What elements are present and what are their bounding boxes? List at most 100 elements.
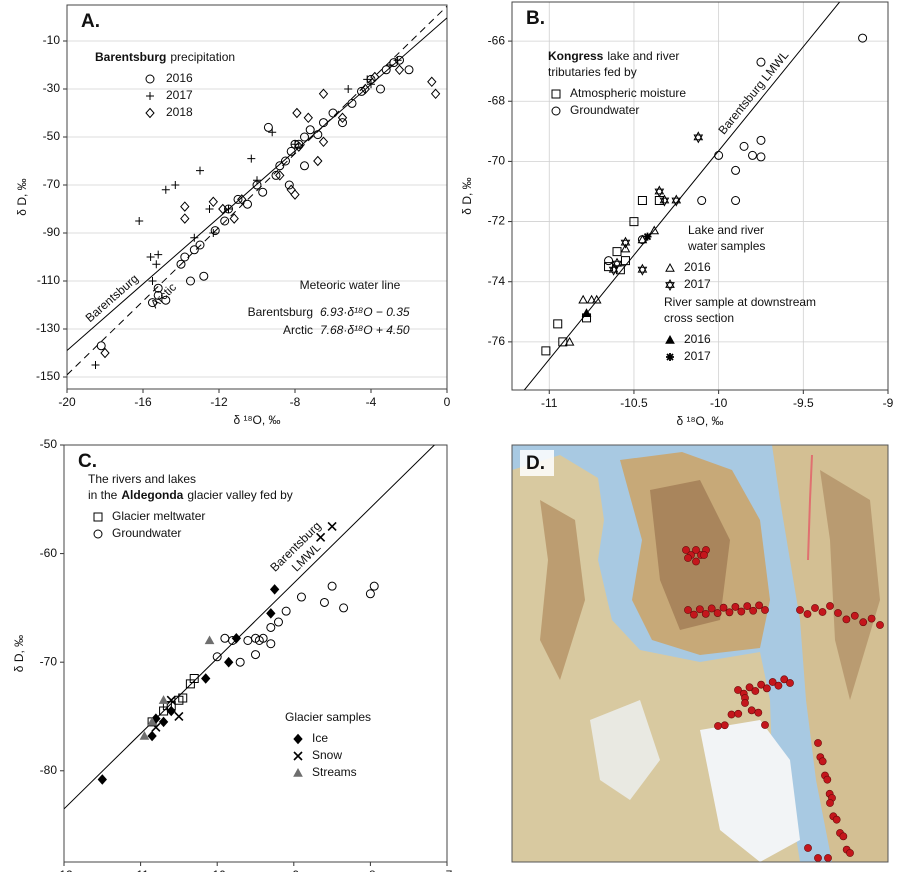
data-point [554,320,562,328]
sample-site [702,610,709,617]
line-label: Barentsburg [83,271,141,325]
x-tick-label: -8 [365,868,376,872]
x-tick-label: -11 [541,396,558,410]
y-tick-label: -80 [40,763,58,777]
data-point [340,604,348,612]
y-axis-label: δ D, ‰ [460,177,474,214]
data-point [732,197,740,205]
x-tick-label: -10 [209,868,227,872]
y-tick-label: -70 [43,177,61,191]
data-point [271,585,279,594]
sample-site [708,605,715,612]
sample-site [752,687,759,694]
y-tick-label: -70 [40,654,58,668]
data-point [202,674,210,683]
data-point [329,109,337,117]
sample-site [684,606,691,613]
data-point [757,153,765,161]
y-tick-label: -50 [40,437,58,451]
y-tick-label: -150 [36,369,60,383]
sample-site [833,816,840,823]
sample-site [690,611,697,618]
data-point [236,658,244,666]
data-point [740,142,748,150]
legend-marker [552,107,560,115]
sample-site [750,607,757,614]
data-point [613,248,621,256]
data-point [732,166,740,174]
data-point [264,123,272,131]
legend-marker [146,75,154,83]
data-point [175,712,183,720]
sample-site [721,722,728,729]
legend-label: 2016 [166,71,193,85]
equation: 7.68·δ¹⁸O + 4.50 [320,323,410,337]
sample-site [814,739,821,746]
sample-site [755,709,762,716]
data-point [162,186,170,194]
data-point [160,696,168,703]
data-point [267,609,275,618]
data-point [274,618,282,626]
legend-marker [552,90,560,98]
x-axis-label: δ ¹⁸O, ‰ [233,413,280,427]
data-point [135,217,143,225]
equation-name: Arctic [283,323,313,337]
data-point [206,205,214,213]
sample-site [824,776,831,783]
legend-label: 2018 [166,105,193,119]
sample-site [755,602,762,609]
legend-label: Groundwater [112,526,181,540]
data-point [259,188,267,196]
data-point [370,582,378,590]
sample-site [876,621,883,628]
legend-title-part: in the [88,488,118,502]
legend-title-part: Kongress [548,49,604,63]
legend-title-part: glacier valley fed by [187,488,292,502]
panel: -50-60-70-80-12-11-10-9-8-7δ ¹⁸O, ‰δ D, … [12,433,452,872]
sample-site [744,603,751,610]
legend-title-part: Glacier samples [285,710,371,724]
data-point [621,257,629,265]
y-tick-label: -130 [36,321,60,335]
legend-title: Barentsburgprecipitation [95,50,235,64]
sample-site [692,558,699,565]
legend-marker [666,264,674,271]
data-point [320,89,328,98]
sample-site [851,612,858,619]
x-tick-label: -4 [366,395,377,409]
y-tick-label: -60 [40,546,58,560]
data-point [213,653,221,661]
data-point [328,582,336,590]
legend-title: tributaries fed by [548,65,637,79]
y-axis-label: δ D, ‰ [15,178,29,215]
panel-label: C. [78,451,97,472]
data-point [344,85,352,93]
data-point [171,181,179,189]
x-axis-label: δ ¹⁸O, ‰ [676,414,723,428]
y-tick-label: -10 [43,33,61,47]
data-point [225,658,233,667]
plot-frame [64,445,447,862]
data-point [181,214,189,223]
legend-title-part: Aldegonda [121,488,183,502]
legend-title-part: lake and river [607,49,679,63]
figure: D. -10-30-50-70-90-110-130-150-20-16-12-… [0,0,901,872]
data-point [293,109,301,118]
legend-label: 2017 [166,88,193,102]
y-axis-label: δ D, ‰ [12,635,26,672]
data-point [638,197,646,205]
legend-marker [666,353,674,361]
sample-site [804,610,811,617]
data-point [542,347,550,355]
data-point [621,238,629,248]
data-point [698,197,706,205]
data-point [405,66,413,74]
legend-marker [94,530,102,538]
data-point [672,196,680,206]
legend-marker [666,336,674,343]
data-point [386,61,394,69]
x-tick-label: -10 [710,396,728,410]
data-point [196,167,204,175]
data-point [655,186,663,196]
